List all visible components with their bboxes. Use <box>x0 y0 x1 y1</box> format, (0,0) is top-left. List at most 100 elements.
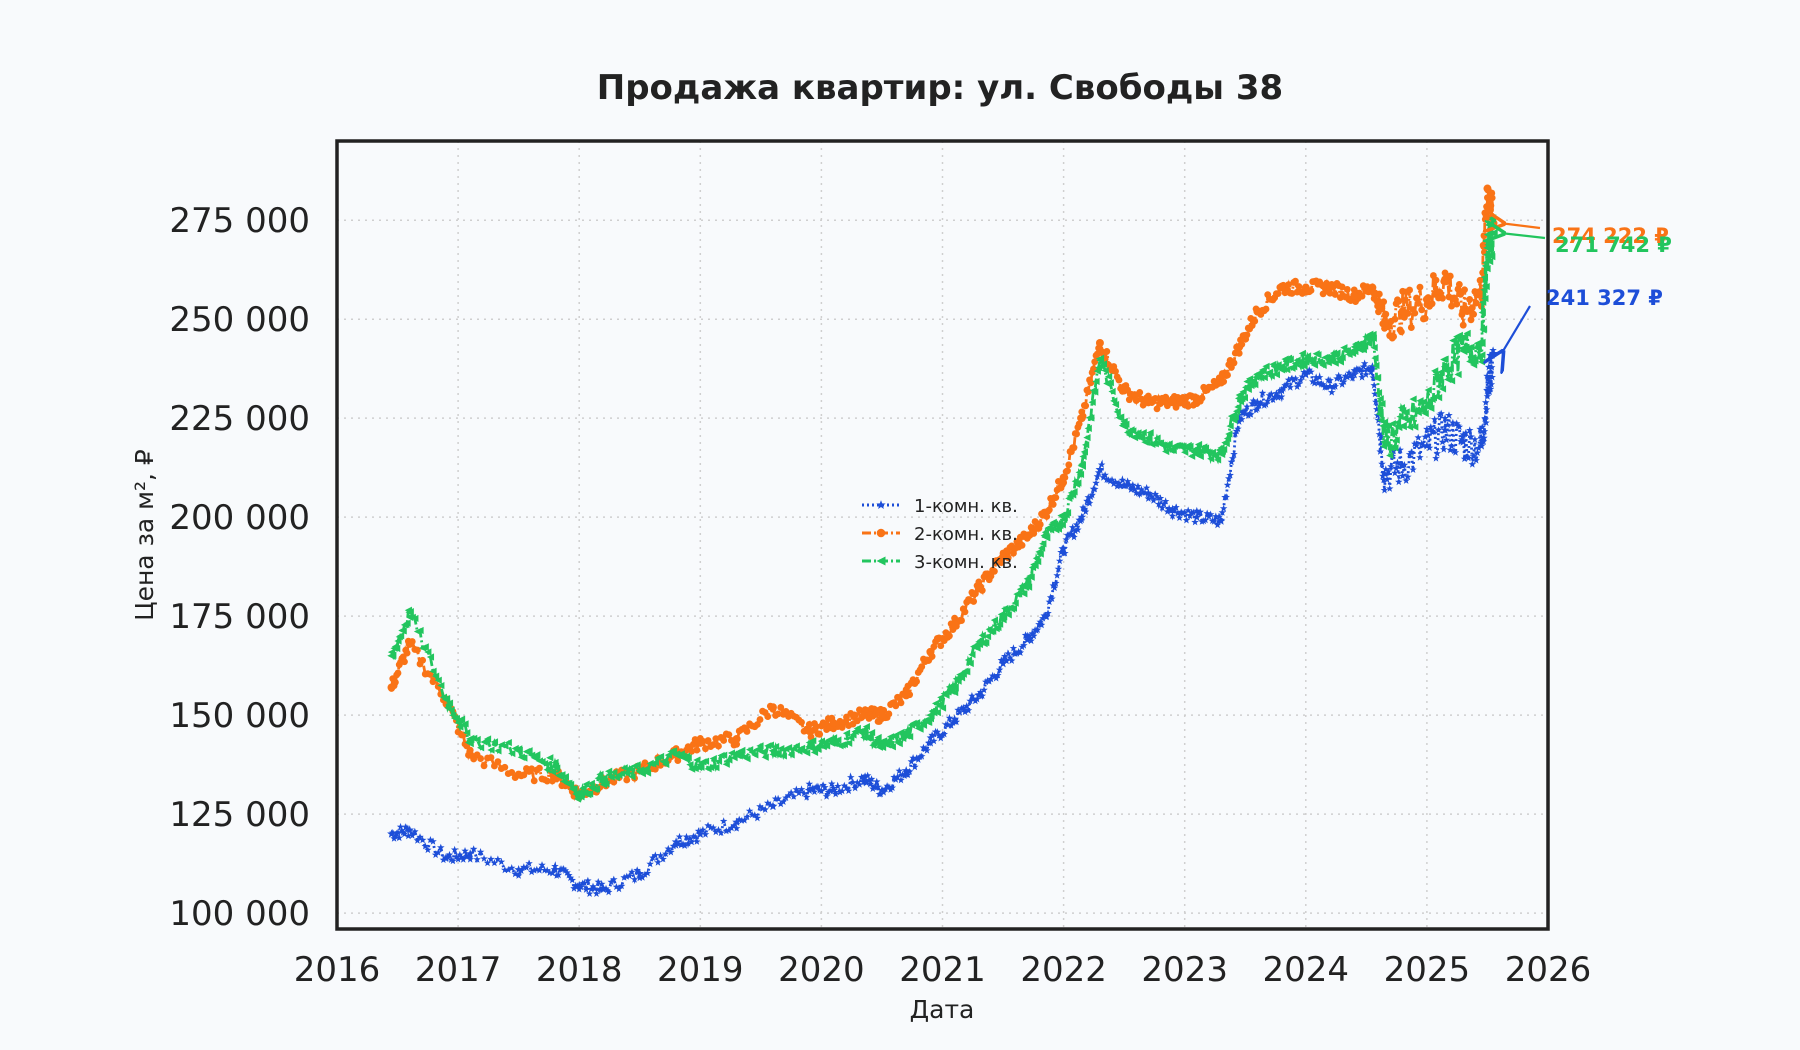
data-point <box>812 723 820 731</box>
data-point <box>605 767 613 775</box>
data-point <box>1119 480 1129 490</box>
data-point <box>764 799 772 807</box>
data-point <box>1059 473 1068 482</box>
data-point <box>1084 424 1092 432</box>
data-point <box>768 703 777 712</box>
x-tick-label: 2016 <box>294 950 381 990</box>
data-point <box>1295 283 1303 291</box>
x-tick-label: 2022 <box>1020 950 1107 990</box>
data-point <box>971 590 979 598</box>
data-point <box>1343 373 1352 381</box>
data-point <box>405 608 414 617</box>
data-point <box>1149 496 1158 504</box>
data-point <box>959 703 967 712</box>
data-point <box>732 817 741 826</box>
data-point <box>730 821 738 829</box>
data-point <box>810 748 819 756</box>
data-point <box>1207 455 1215 463</box>
data-point <box>1235 342 1244 351</box>
data-point <box>1281 381 1289 389</box>
data-point <box>1050 584 1059 592</box>
data-point <box>1272 389 1281 397</box>
data-point <box>633 866 641 874</box>
data-point <box>722 760 730 768</box>
data-point <box>1009 644 1018 652</box>
data-point <box>387 651 396 660</box>
data-point <box>1380 437 1389 447</box>
data-point <box>1081 507 1090 515</box>
data-point <box>426 836 435 844</box>
data-point <box>1483 392 1492 400</box>
data-point <box>961 708 969 716</box>
data-point <box>1446 364 1454 372</box>
data-point <box>651 765 659 773</box>
data-point <box>1080 448 1088 456</box>
data-point <box>429 837 437 845</box>
data-point <box>1373 411 1382 419</box>
data-point <box>1052 579 1060 587</box>
data-point <box>792 785 801 793</box>
data-point <box>1463 452 1471 460</box>
data-point <box>694 827 703 835</box>
data-point <box>1457 337 1465 345</box>
data-point <box>743 813 751 821</box>
data-point <box>1407 324 1415 331</box>
data-point <box>1424 386 1432 394</box>
data-point <box>1230 450 1238 458</box>
data-point <box>933 728 942 736</box>
data-point <box>530 866 538 874</box>
data-point <box>399 627 407 635</box>
data-point <box>1184 402 1192 410</box>
data-point <box>863 771 872 779</box>
data-point <box>1359 362 1368 370</box>
data-point <box>466 855 474 863</box>
plot-frame <box>335 139 1550 931</box>
data-point <box>1483 184 1492 193</box>
data-point <box>501 763 509 771</box>
data-point <box>1009 604 1018 612</box>
legend-marker <box>876 556 886 566</box>
data-point <box>679 840 687 848</box>
data-point <box>459 855 468 863</box>
data-point <box>1398 461 1408 470</box>
data-point <box>883 782 891 790</box>
data-point <box>1301 283 1310 292</box>
data-point <box>1267 372 1275 380</box>
data-point <box>810 787 819 796</box>
data-point <box>1343 285 1351 293</box>
data-point <box>704 821 712 829</box>
data-point <box>1393 418 1402 426</box>
data-point <box>504 738 512 747</box>
data-point <box>937 642 945 650</box>
data-point <box>944 688 952 696</box>
data-point <box>1111 478 1120 486</box>
data-point <box>1476 425 1484 433</box>
data-point <box>1391 469 1399 477</box>
data-point <box>1023 580 1032 589</box>
data-point <box>1482 418 1490 426</box>
data-point <box>483 735 492 743</box>
data-point <box>1070 444 1078 452</box>
series-line <box>390 350 1495 896</box>
data-point <box>888 783 897 791</box>
data-point <box>1347 371 1355 379</box>
data-point <box>693 746 701 754</box>
data-point <box>871 783 880 791</box>
data-point <box>821 720 829 728</box>
data-point <box>1487 202 1495 209</box>
data-point <box>641 759 649 767</box>
data-point <box>709 741 717 749</box>
data-point <box>617 769 626 778</box>
data-point <box>1333 349 1341 357</box>
data-point <box>1148 492 1156 500</box>
data-point <box>1048 594 1056 602</box>
data-point <box>1338 283 1346 291</box>
data-point <box>1370 381 1378 389</box>
data-point <box>873 777 881 785</box>
data-point <box>399 828 407 836</box>
data-point <box>897 776 905 784</box>
data-point <box>1440 445 1448 453</box>
data-point <box>1020 590 1028 598</box>
data-point <box>707 763 715 772</box>
data-point <box>1467 343 1475 351</box>
